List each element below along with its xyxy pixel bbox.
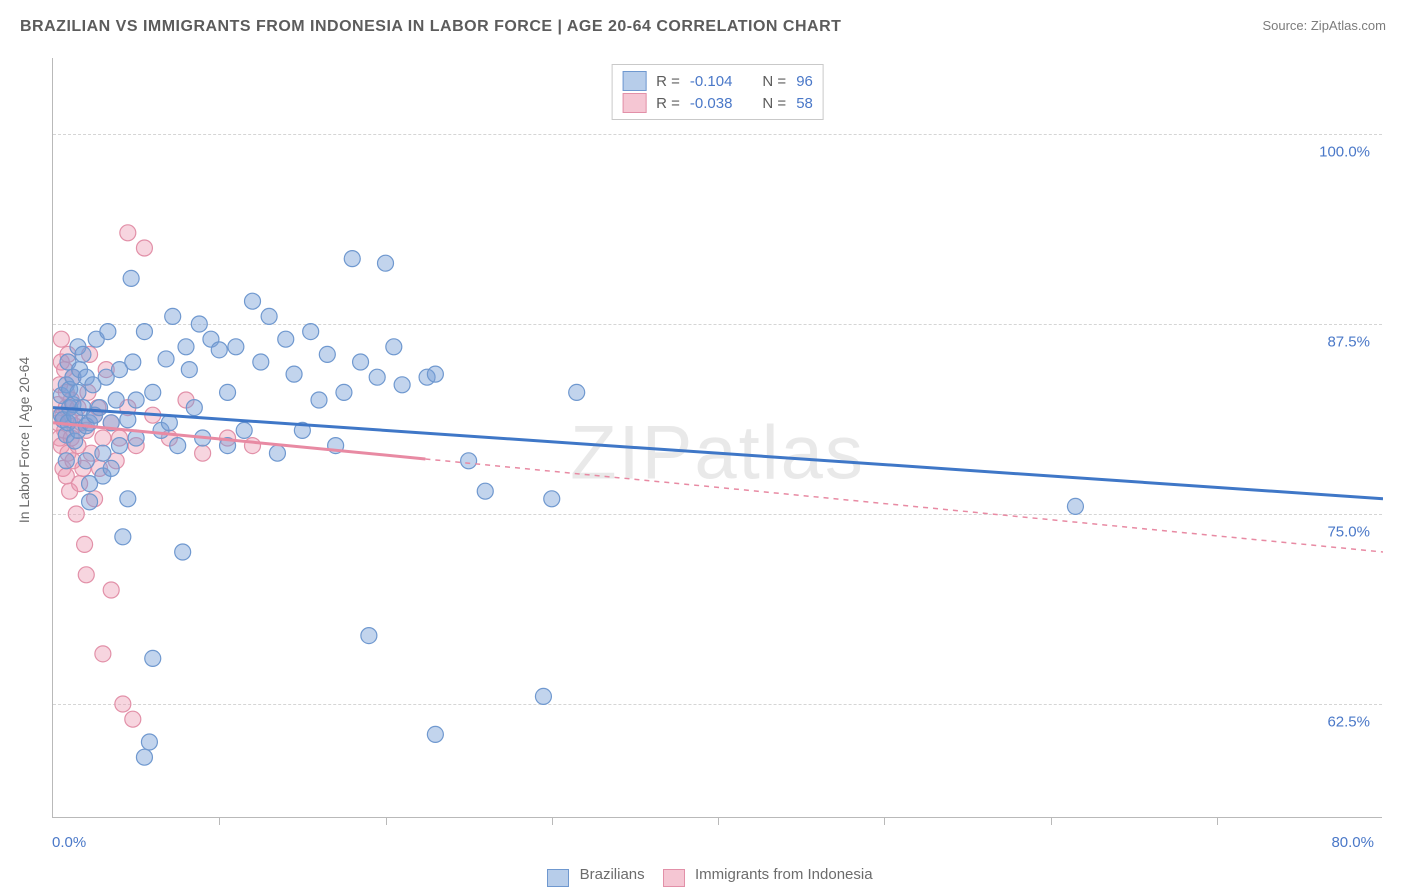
legend-row-a: R = -0.104 N = 96 — [622, 70, 813, 92]
y-axis-title: In Labor Force | Age 20-64 — [16, 357, 32, 523]
legend-n-label-b: N = — [762, 95, 786, 112]
x-axis-max-label: 80.0% — [1331, 834, 1374, 851]
legend-label-a: Brazilians — [580, 866, 645, 883]
legend-swatch-a — [622, 71, 646, 91]
chart-header: BRAZILIAN VS IMMIGRANTS FROM INDONESIA I… — [20, 18, 1386, 48]
legend-series: Brazilians Immigrants from Indonesia — [0, 866, 1406, 884]
legend-swatch-b — [622, 93, 646, 113]
legend-r-value-b: -0.038 — [690, 95, 733, 112]
source-value: ZipAtlas.com — [1311, 18, 1386, 33]
legend-label-b: Immigrants from Indonesia — [695, 866, 873, 883]
legend-row-b: R = -0.038 N = 58 — [622, 92, 813, 114]
legend-swatch-b-footer — [663, 869, 685, 887]
legend-n-label-a: N = — [762, 73, 786, 90]
x-axis-min-label: 0.0% — [52, 834, 86, 851]
plot-area: 62.5%75.0%87.5%100.0% ZIPatlas R = -0.10… — [52, 58, 1382, 818]
legend-r-value-a: -0.104 — [690, 73, 733, 90]
chart-title: BRAZILIAN VS IMMIGRANTS FROM INDONESIA I… — [20, 18, 841, 35]
legend-n-value-a: 96 — [796, 73, 813, 90]
legend-correlation: R = -0.104 N = 96 R = -0.038 N = 58 — [611, 64, 824, 120]
legend-r-label-a: R = — [656, 73, 680, 90]
legend-swatch-a-footer — [547, 869, 569, 887]
scatter-svg — [53, 58, 1383, 818]
legend-r-label-b: R = — [656, 95, 680, 112]
legend-n-value-b: 58 — [796, 95, 813, 112]
source-attribution: Source: ZipAtlas.com — [1262, 18, 1386, 33]
source-label: Source: — [1262, 18, 1310, 33]
